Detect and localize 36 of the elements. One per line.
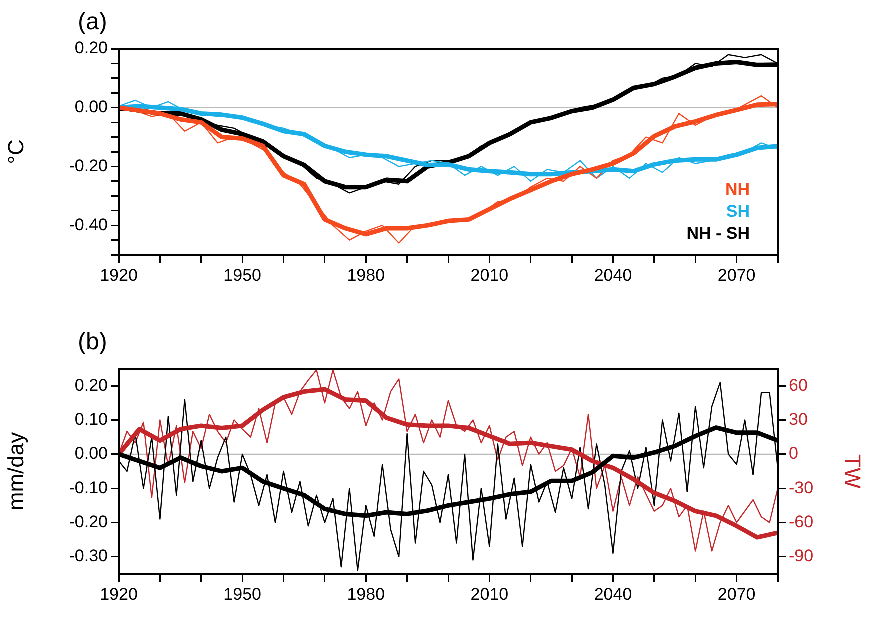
- x-tick-label: 1980: [347, 584, 386, 604]
- text: NH: [725, 180, 750, 199]
- y-tick-label: 0.00: [74, 98, 108, 117]
- x-tick-label: 2070: [718, 584, 756, 604]
- x-tick-label: 2040: [594, 266, 632, 285]
- y2-tick-label: -30: [789, 478, 814, 498]
- y-tick-label: 0.00: [74, 444, 108, 464]
- y-axis-title: mm/day: [3, 432, 28, 511]
- x-tick-label: 1920: [100, 266, 138, 285]
- y2-tick-label: 0: [789, 444, 798, 464]
- x-tick-label: 1980: [347, 266, 386, 285]
- y-tick-label: -0.20: [69, 156, 108, 176]
- x-tick-label: 2070: [718, 266, 756, 285]
- y-tick-label: 0.20: [74, 38, 108, 58]
- chart-title: (b): [78, 328, 108, 356]
- y2-tick-label: 30: [789, 410, 808, 429]
- y2-tick-label: -90: [789, 546, 814, 566]
- x-tick-label: 2010: [470, 266, 509, 285]
- y2-tick-label: 60: [789, 376, 808, 395]
- y2-axis-title: TW: [840, 454, 866, 489]
- x-tick-label: 2010: [470, 584, 509, 604]
- x-tick-label: 1950: [224, 584, 262, 604]
- x-tick-label: 2040: [594, 584, 632, 604]
- y-tick-label: -0.10: [69, 478, 108, 498]
- text: NH - SH: [686, 224, 750, 243]
- y2-tick-label: -60: [789, 512, 814, 532]
- y-tick-label: 0.20: [74, 376, 108, 395]
- chart-title: (a): [78, 8, 108, 36]
- y-tick-label: 0.10: [74, 410, 108, 429]
- x-tick-label: 1920: [100, 584, 138, 604]
- y-tick-label: -0.40: [69, 215, 108, 234]
- y-tick-label: -0.20: [69, 512, 108, 532]
- y-axis-title: °C: [3, 140, 28, 164]
- x-tick-label: 1950: [224, 266, 262, 285]
- y-tick-label: -0.30: [69, 546, 108, 566]
- text: SH: [726, 202, 750, 221]
